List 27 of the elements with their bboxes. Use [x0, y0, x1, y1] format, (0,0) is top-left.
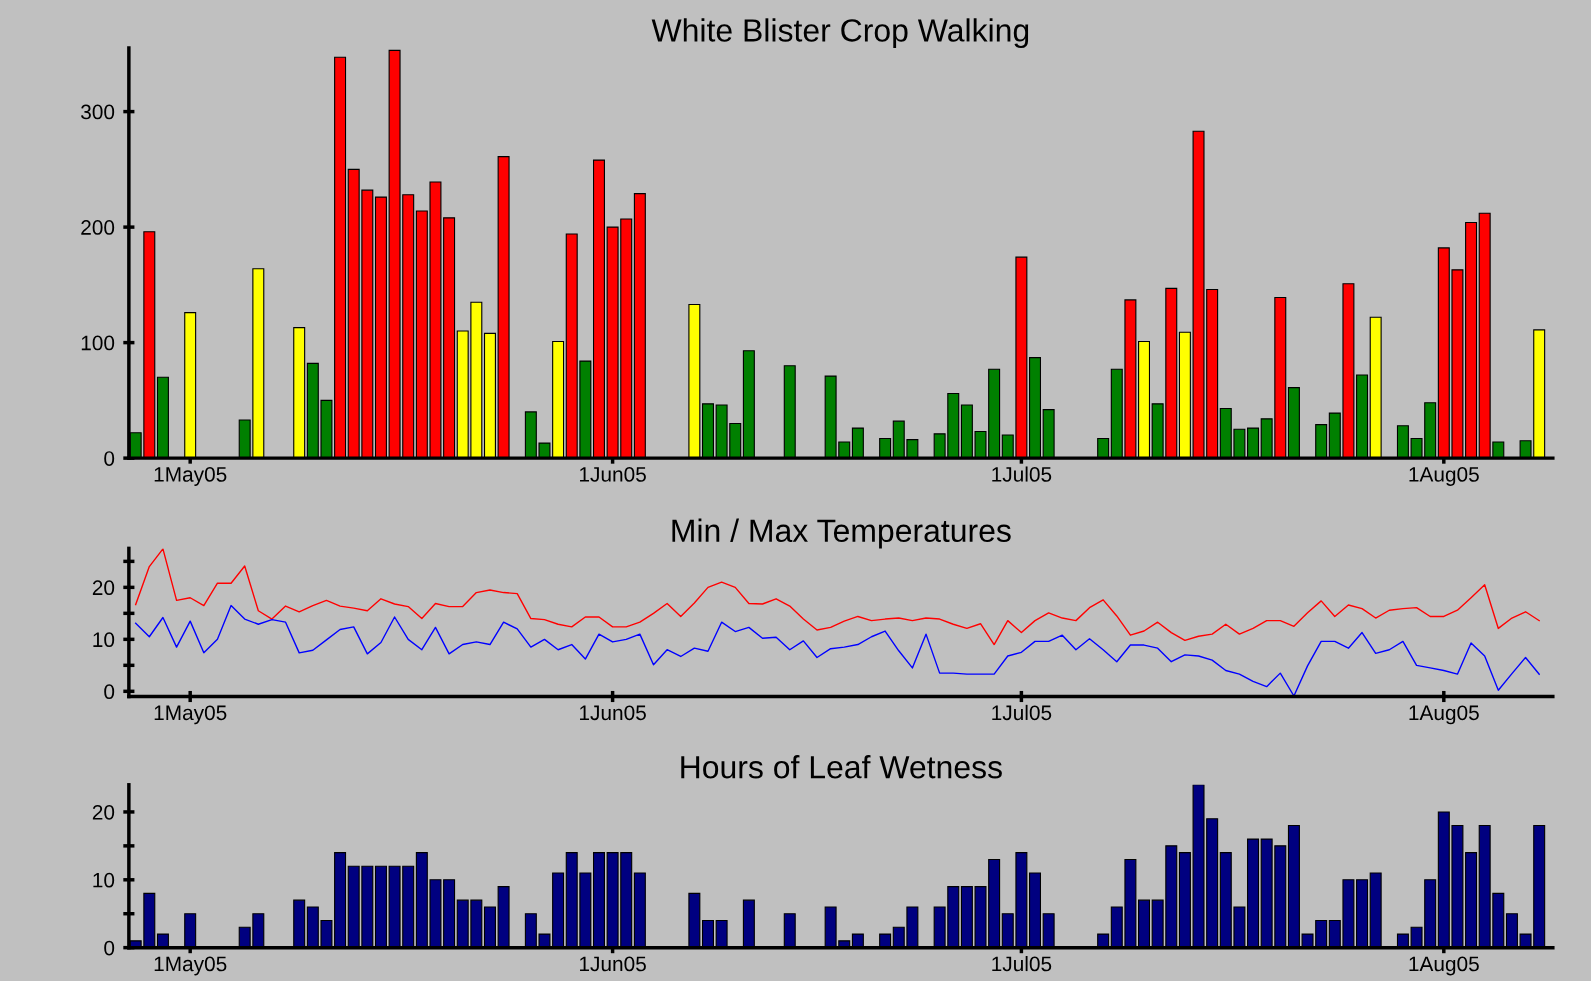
x-tick-label: 1Jun05 — [580, 705, 646, 721]
y-tick-label: 0 — [104, 684, 115, 700]
x-tick-label: 1Jul05 — [992, 466, 1052, 482]
y-tick-label: 200 — [81, 220, 115, 235]
y-tick-label: 20 — [92, 580, 115, 596]
x-tick-label: 1Aug05 — [1409, 467, 1479, 486]
y-tick-label: 0 — [104, 451, 115, 466]
y-tick-label: 10 — [93, 872, 115, 888]
chart-title: White Blister Crop Walking — [651, 18, 1029, 49]
line-series — [134, 604, 1540, 697]
y-tick-label: 100 — [81, 335, 115, 351]
x-tick-label: 1Jun05 — [580, 467, 646, 482]
chart-title: Min / Max Temperatures — [672, 518, 1011, 549]
x-tick-label: 1Jul05 — [992, 955, 1052, 972]
x-tick-label: 1May05 — [154, 956, 227, 976]
x-tick-label: 1Aug05 — [1409, 705, 1479, 725]
x-tick-label: 1Aug05 — [1409, 956, 1479, 976]
x-tick-label: 1May05 — [154, 705, 227, 725]
y-tick-label: 300 — [81, 104, 115, 120]
x-tick-label: 1Jun05 — [580, 956, 646, 972]
y-tick-label: 10 — [93, 632, 115, 648]
x-tick-label: 1May05 — [154, 467, 227, 486]
line-series — [134, 548, 1540, 646]
x-tick-label: 1Jul05 — [992, 704, 1052, 721]
y-tick-label: 20 — [92, 804, 115, 820]
y-tick-label: 0 — [104, 940, 115, 956]
chart-title: Hours of Leaf Wetness — [681, 755, 1002, 779]
